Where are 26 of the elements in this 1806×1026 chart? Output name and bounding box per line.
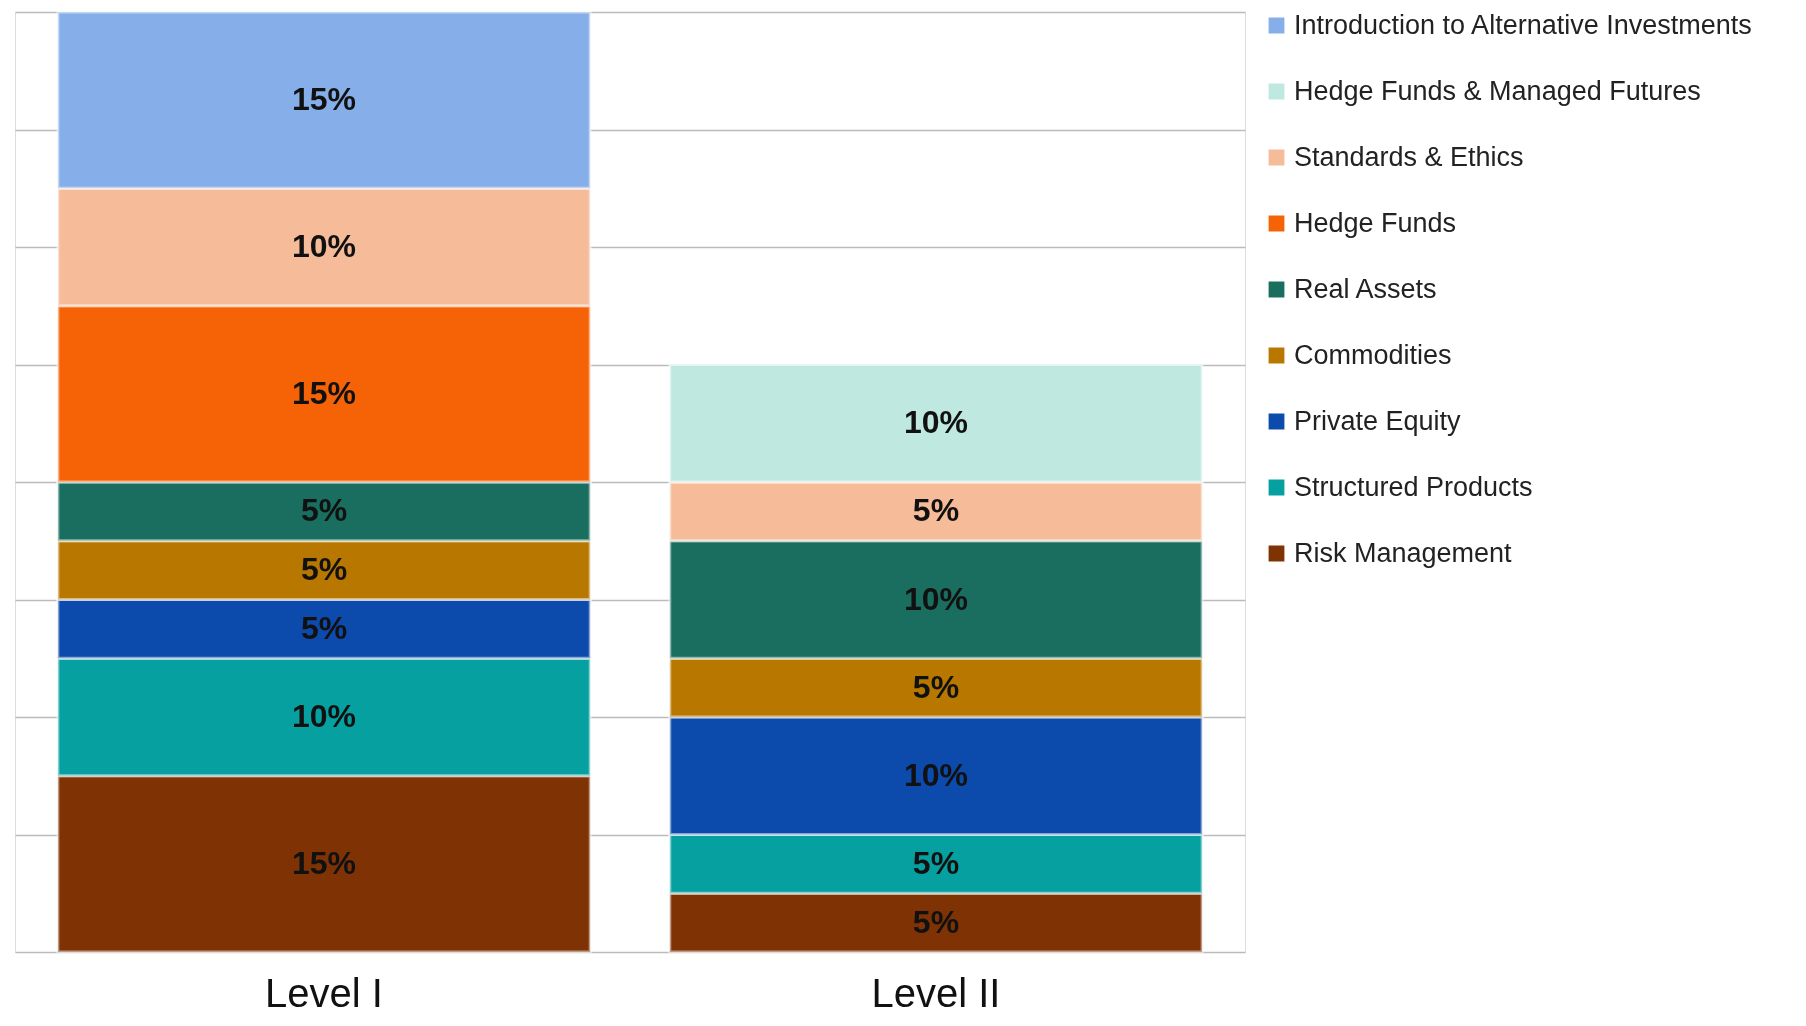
x-tick-label: Level II [871, 970, 1001, 1015]
legend-label: Standards & Ethics [1294, 141, 1524, 172]
data-label: 5% [912, 668, 960, 705]
data-label: 5% [300, 551, 348, 588]
data-label: 5% [300, 609, 348, 646]
legend-label: Structured Products [1294, 471, 1533, 502]
data-label: 15% [292, 374, 357, 411]
data-label: 5% [912, 492, 960, 529]
legend-label: Real Assets [1294, 273, 1437, 304]
x-tick-label: Level I [265, 970, 383, 1015]
legend-label: Hedge Funds & Managed Futures [1294, 75, 1701, 106]
legend-label: Commodities [1294, 339, 1452, 370]
data-label: 5% [300, 492, 348, 529]
data-label: 10% [292, 228, 357, 264]
data-label: 10% [903, 404, 968, 441]
data-label: 15% [292, 844, 357, 881]
legend-label: Hedge Funds [1294, 207, 1457, 238]
data-label: 10% [903, 756, 968, 793]
legend-label: Introduction to Alternative Investments [1294, 9, 1752, 40]
legend-label: Risk Management [1294, 537, 1513, 568]
data-label: 5% [912, 844, 960, 881]
data-label: 5% [912, 903, 960, 940]
data-label: 10% [903, 580, 968, 617]
data-label: 15% [292, 81, 357, 118]
data-label: 10% [292, 698, 357, 734]
legend-label: Private Equity [1294, 405, 1462, 436]
